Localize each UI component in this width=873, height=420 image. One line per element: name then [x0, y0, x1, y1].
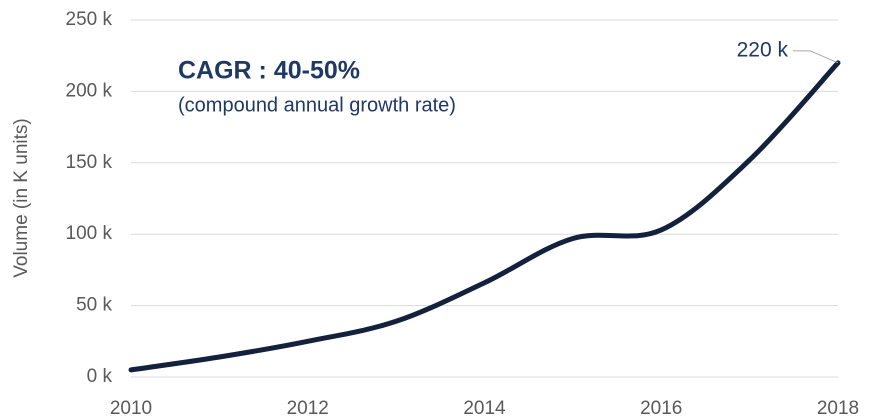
x-tick-label: 2012 [287, 398, 329, 419]
y-axis-title: Volume (in K units) [11, 118, 32, 277]
y-tick-label: 250 k [66, 9, 113, 30]
x-tick-label: 2014 [463, 398, 506, 419]
annotation-subtitle: (compound annual growth rate) [178, 94, 456, 116]
leader-line [793, 50, 839, 64]
x-tick-label: 2016 [640, 398, 682, 419]
x-tick-label: 2018 [817, 398, 859, 419]
value-label: 220 k [737, 38, 789, 61]
annotation-title: CAGR : 40-50% [178, 57, 360, 85]
y-tick-label: 150 k [66, 152, 113, 173]
y-tick-label: 100 k [66, 223, 113, 244]
line [128, 60, 841, 373]
y-tick-label: 200 k [66, 80, 113, 101]
y-tick-label: 50 k [76, 295, 112, 316]
y-tick-label: 0 k [87, 366, 113, 387]
x-tick-label: 2010 [110, 398, 152, 419]
